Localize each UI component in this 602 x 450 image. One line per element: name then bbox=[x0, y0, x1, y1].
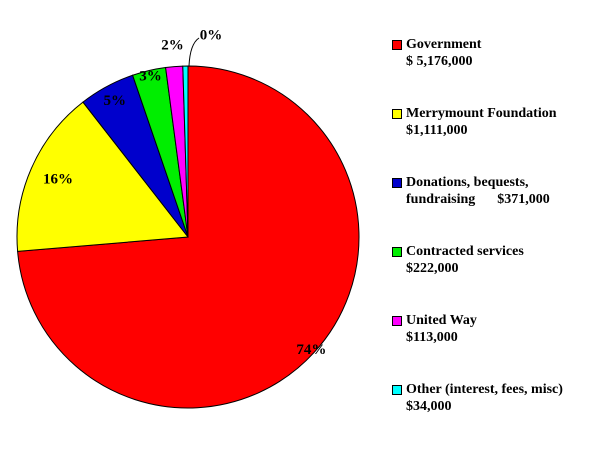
percent-label: 3% bbox=[139, 69, 162, 85]
legend-swatch bbox=[392, 109, 402, 119]
legend-label: Donations, bequests, fundraising bbox=[406, 175, 529, 207]
legend-swatch bbox=[392, 385, 402, 395]
legend-label: Government bbox=[406, 37, 482, 52]
percent-label: 16% bbox=[43, 172, 73, 188]
legend-item: Merrymount Foundation $1,111,000 bbox=[392, 105, 602, 174]
legend-amount: $222,000 bbox=[406, 261, 459, 276]
chart: 74% 16% 5% 3% 2% 0% Government $ 5,176,000 Merr… bbox=[16, 27, 563, 414]
legend-swatch bbox=[392, 40, 402, 50]
legend-amount: $1,111,000 bbox=[406, 123, 468, 138]
legend-swatch bbox=[392, 178, 402, 188]
legend-label: Merrymount Foundation bbox=[406, 106, 557, 121]
percent-label: 0% bbox=[200, 27, 223, 43]
legend-swatch bbox=[392, 247, 402, 257]
legend-item: Government $ 5,176,000 bbox=[392, 36, 602, 105]
legend-swatch bbox=[392, 316, 402, 326]
legend-item: United Way $113,000 bbox=[392, 312, 602, 381]
legend-label: United Way bbox=[406, 313, 477, 328]
legend-item: Other (interest, fees, misc) $34,000 bbox=[392, 381, 602, 450]
pie-slice bbox=[182, 65, 189, 238]
percent-label: 2% bbox=[161, 38, 184, 54]
legend-amount: $ 5,176,000 bbox=[406, 54, 473, 69]
legend: Government $ 5,176,000 Merrymount Foundati… bbox=[392, 36, 602, 450]
legend-item: Donations, bequests, fundraising $371,000 bbox=[392, 174, 586, 243]
percent-label: 74% bbox=[296, 342, 326, 358]
pie-area: 74% 16% 5% 3% 2% 0% bbox=[16, 27, 360, 409]
legend-amount: $113,000 bbox=[406, 330, 458, 345]
legend-label: Contracted services bbox=[406, 244, 524, 259]
legend-label: Other (interest, fees, misc) bbox=[406, 382, 563, 397]
percent-label: 5% bbox=[104, 93, 127, 109]
legend-amount: $34,000 bbox=[406, 399, 452, 414]
legend-item: Contracted services $222,000 bbox=[392, 243, 602, 312]
pie-slice bbox=[16, 101, 189, 252]
leader-line bbox=[188, 37, 200, 67]
legend-amount: $371,000 bbox=[497, 192, 550, 207]
